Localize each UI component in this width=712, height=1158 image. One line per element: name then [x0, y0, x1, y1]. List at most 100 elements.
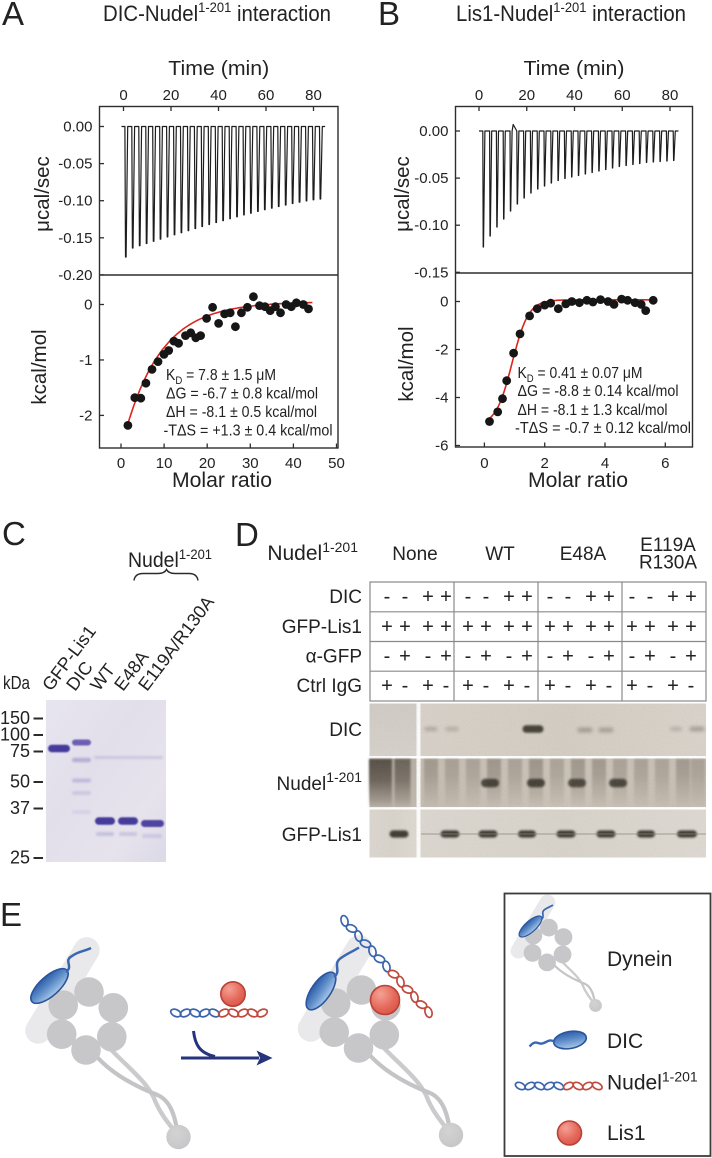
svg-text:-0.15: -0.15 — [58, 230, 92, 247]
svg-text:-: - — [629, 586, 636, 608]
svg-text:2: 2 — [541, 455, 549, 472]
svg-text:+: + — [562, 616, 574, 638]
svg-text:+: + — [399, 616, 411, 638]
svg-text:C: C — [2, 515, 26, 552]
svg-text:Time (min): Time (min) — [524, 57, 625, 80]
svg-text:+: + — [480, 646, 492, 668]
svg-text:+: + — [585, 586, 597, 608]
svg-text:0: 0 — [84, 297, 92, 314]
svg-text:E: E — [0, 896, 22, 933]
svg-text:-0.10: -0.10 — [414, 217, 448, 234]
svg-text:R130A: R130A — [639, 553, 697, 574]
svg-text:+: + — [667, 586, 679, 608]
svg-text:+: + — [585, 616, 597, 638]
svg-text:-: - — [506, 646, 513, 668]
svg-text:+: + — [626, 675, 638, 697]
svg-text:KD = 7.8 ± 1.5 μM: KD = 7.8 ± 1.5 μM — [166, 367, 276, 387]
svg-text:GFP-Lis1: GFP-Lis1 — [282, 825, 362, 846]
svg-text:-: - — [565, 586, 572, 608]
svg-text:20: 20 — [199, 455, 216, 472]
svg-text:-4: -4 — [435, 390, 448, 407]
svg-text:ΔH = -8.1 ± 1.3 kcal/mol: ΔH = -8.1 ± 1.3 kcal/mol — [518, 402, 668, 419]
svg-text:150: 150 — [0, 708, 30, 728]
svg-text:E119A: E119A — [640, 535, 696, 556]
svg-text:-: - — [688, 675, 695, 697]
svg-text:KD = 0.41 ± 0.07 μM: KD = 0.41 ± 0.07 μM — [518, 365, 643, 385]
svg-text:-: - — [402, 586, 409, 608]
svg-text:-: - — [465, 586, 472, 608]
svg-text:+: + — [462, 616, 474, 638]
svg-text:+: + — [503, 586, 515, 608]
svg-text:-: - — [425, 646, 432, 668]
svg-text:-6: -6 — [435, 438, 448, 455]
svg-text:+: + — [440, 586, 452, 608]
svg-text:-: - — [588, 646, 595, 668]
svg-text:kcal/mol: kcal/mol — [395, 326, 418, 401]
svg-text:-: - — [384, 646, 391, 668]
svg-text:+: + — [480, 616, 492, 638]
svg-text:μcal/sec: μcal/sec — [31, 156, 54, 232]
svg-text:0: 0 — [117, 455, 125, 472]
svg-text:-: - — [547, 646, 554, 668]
svg-text:80: 80 — [305, 87, 322, 104]
svg-text:40: 40 — [566, 87, 583, 104]
svg-text:30: 30 — [242, 455, 259, 472]
svg-text:+: + — [544, 616, 556, 638]
svg-text:0: 0 — [480, 455, 488, 472]
svg-text:+: + — [667, 616, 679, 638]
svg-text:80: 80 — [662, 87, 679, 104]
svg-text:Ctrl IgG: Ctrl IgG — [297, 676, 362, 697]
svg-text:+: + — [585, 675, 597, 697]
svg-text:+: + — [544, 675, 556, 697]
svg-text:-: - — [647, 586, 654, 608]
svg-text:+: + — [399, 646, 411, 668]
svg-text:+: + — [381, 675, 393, 697]
svg-text:None: None — [392, 544, 437, 565]
svg-text:ΔG = -8.8 ± 0.14 kcal/mol: ΔG = -8.8 ± 0.14 kcal/mol — [518, 383, 679, 400]
svg-text:75: 75 — [10, 741, 30, 761]
svg-text:40: 40 — [285, 455, 302, 472]
svg-text:+: + — [644, 646, 656, 668]
svg-text:-0.05: -0.05 — [58, 156, 92, 173]
svg-text:0.00: 0.00 — [419, 123, 448, 140]
svg-text:A: A — [2, 0, 24, 32]
svg-text:0.00: 0.00 — [63, 119, 92, 136]
svg-text:-1: -1 — [79, 352, 92, 369]
svg-text:+: + — [462, 675, 474, 697]
svg-text:-: - — [443, 675, 450, 697]
svg-text:20: 20 — [518, 87, 535, 104]
svg-text:-: - — [647, 675, 654, 697]
svg-text:0: 0 — [119, 87, 127, 104]
svg-text:+: + — [440, 616, 452, 638]
svg-text:+: + — [503, 616, 515, 638]
svg-text:+: + — [685, 586, 697, 608]
svg-text:+: + — [422, 616, 434, 638]
svg-text:+: + — [603, 586, 615, 608]
svg-text:DIC: DIC — [329, 720, 362, 741]
svg-text:+: + — [562, 646, 574, 668]
svg-text:+: + — [503, 675, 515, 697]
svg-text:α-GFP: α-GFP — [306, 647, 362, 668]
svg-text:+: + — [603, 646, 615, 668]
svg-text:60: 60 — [614, 87, 631, 104]
svg-text:-0.15: -0.15 — [414, 264, 448, 281]
svg-text:Molar ratio: Molar ratio — [528, 469, 628, 492]
svg-text:40: 40 — [210, 87, 227, 104]
svg-text:-2: -2 — [435, 342, 448, 359]
svg-text:DIC: DIC — [329, 587, 362, 608]
svg-text:4: 4 — [601, 455, 609, 472]
svg-text:D: D — [235, 516, 259, 553]
svg-text:-: - — [547, 586, 554, 608]
svg-text:+: + — [521, 646, 533, 668]
svg-text:0: 0 — [475, 87, 483, 104]
svg-text:μcal/sec: μcal/sec — [391, 156, 414, 232]
svg-text:-: - — [524, 675, 531, 697]
svg-text:-: - — [606, 675, 613, 697]
svg-text:+: + — [422, 675, 434, 697]
svg-text:WT: WT — [485, 544, 515, 565]
svg-text:10: 10 — [156, 455, 173, 472]
svg-text:DIC-Nudel1-201 interaction: DIC-Nudel1-201 interaction — [103, 0, 331, 26]
svg-text:-0.05: -0.05 — [414, 170, 448, 187]
svg-text:-: - — [483, 675, 490, 697]
svg-text:+: + — [685, 646, 697, 668]
